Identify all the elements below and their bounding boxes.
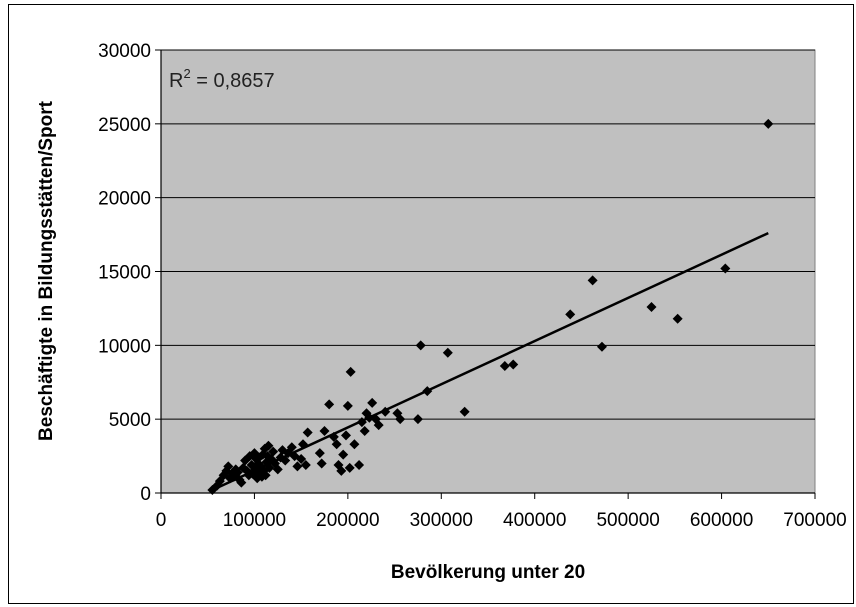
data-point <box>296 454 307 465</box>
data-point <box>324 399 335 410</box>
data-point <box>596 341 607 352</box>
data-point <box>672 313 683 324</box>
data-point <box>442 347 453 358</box>
data-point <box>300 459 311 470</box>
y-tick-label: 25000 <box>98 115 151 136</box>
data-point <box>415 340 426 351</box>
data-point <box>268 446 279 457</box>
scatter-chart: 0 5000 10000 15000 20000 25000 30000 0 100000 20… <box>36 41 847 583</box>
data-point <box>223 461 234 472</box>
data-point <box>763 118 774 129</box>
x-tick-label: 400000 <box>503 510 566 531</box>
data-point <box>280 455 291 466</box>
data-point <box>373 420 384 431</box>
data-point <box>246 459 257 470</box>
data-point <box>249 448 260 459</box>
data-point <box>338 449 349 460</box>
y-axis-title: Beschäftigte in Bildungsstätten/Sport <box>36 100 57 441</box>
data-point <box>340 430 351 441</box>
r-squared-annotation: R2 = 0,8657 <box>169 66 275 92</box>
data-point <box>342 400 353 411</box>
x-tick-label: 700000 <box>783 510 846 531</box>
data-point <box>499 361 510 372</box>
y-tick-label: 20000 <box>98 189 151 210</box>
data-point <box>646 301 657 312</box>
data-point <box>349 439 360 450</box>
data-point <box>565 309 576 320</box>
x-tick-label: 600000 <box>690 510 753 531</box>
x-axis-title: Bevölkerung unter 20 <box>391 562 585 583</box>
x-tick-labels: 0 100000 200000 300000 400000 500000 600000 700… <box>156 510 847 531</box>
data-point <box>263 440 274 451</box>
data-point <box>236 477 247 488</box>
data-point <box>257 449 268 460</box>
data-point <box>336 465 347 476</box>
axes <box>160 50 815 494</box>
data-point <box>367 397 378 408</box>
gridlines <box>155 49 816 499</box>
data-point <box>345 366 356 377</box>
data-point <box>260 470 271 481</box>
data-point <box>354 459 365 470</box>
data-point <box>720 263 731 274</box>
data-point <box>328 431 339 442</box>
y-tick-label: 15000 <box>98 263 151 284</box>
data-point <box>286 442 297 453</box>
data-point <box>302 427 313 438</box>
data-point <box>272 464 283 475</box>
x-tick-label: 500000 <box>596 510 659 531</box>
x-tick-label: 300000 <box>410 510 473 531</box>
y-tick-labels: 0 5000 10000 15000 20000 25000 30000 <box>98 41 151 505</box>
y-tick-label: 5000 <box>109 410 151 431</box>
data-point <box>380 406 391 417</box>
data-point <box>459 406 470 417</box>
data-point <box>412 414 423 425</box>
data-point <box>508 359 519 370</box>
data-point <box>232 467 243 478</box>
x-tick-label: 200000 <box>316 510 379 531</box>
data-point <box>298 439 309 450</box>
y-tick-label: 30000 <box>98 41 151 62</box>
data-point <box>344 462 355 473</box>
data-point <box>422 386 433 397</box>
x-tick-label: 0 <box>156 510 167 531</box>
data-point <box>331 439 342 450</box>
y-tick-label: 10000 <box>98 336 151 357</box>
data-point <box>395 414 406 425</box>
y-tick-label: 0 <box>140 484 151 505</box>
data-point <box>252 473 263 484</box>
data-point <box>319 425 330 436</box>
data-points <box>207 118 774 496</box>
data-point <box>587 275 598 286</box>
data-point <box>364 412 375 423</box>
data-point <box>292 461 303 472</box>
chart-frame: 0 5000 10000 15000 20000 25000 30000 0 100000 20… <box>8 4 854 604</box>
x-tick-label: 100000 <box>223 510 286 531</box>
data-point <box>314 448 325 459</box>
data-point <box>356 417 367 428</box>
data-point <box>316 458 327 469</box>
data-point <box>359 425 370 436</box>
data-point <box>264 462 275 473</box>
